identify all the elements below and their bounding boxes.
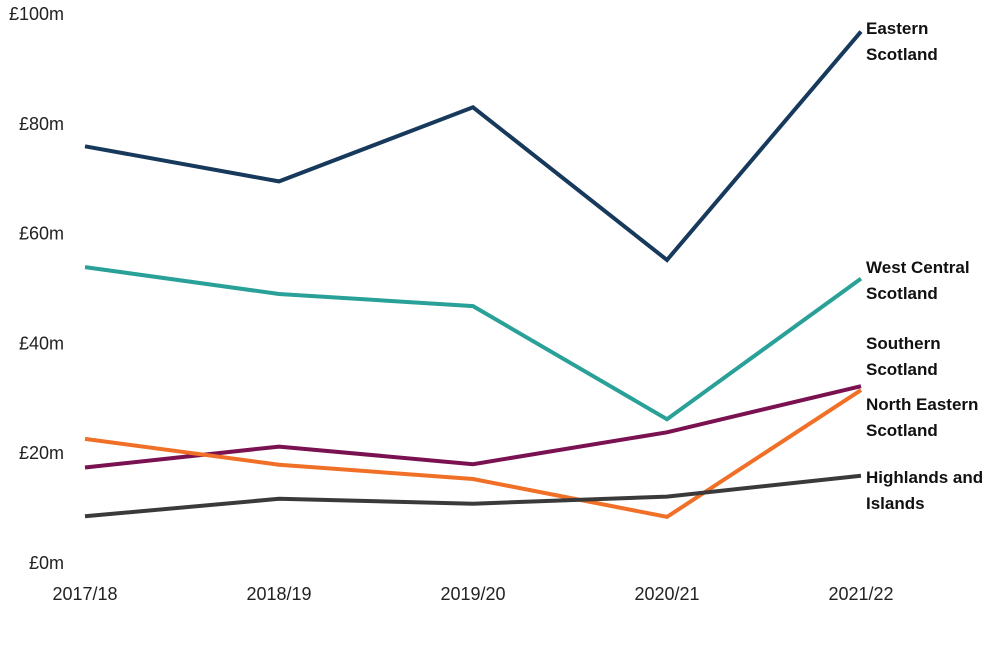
x-tick-label: 2019/20: [440, 584, 505, 604]
y-tick-label: £40m: [19, 333, 64, 353]
x-tick-label: 2020/21: [634, 584, 699, 604]
y-tick-label: £80m: [19, 114, 64, 134]
series-end-label: North Eastern Scotland: [866, 395, 978, 440]
x-tick-label: 2021/22: [828, 584, 893, 604]
series-line: [84, 473, 862, 519]
y-tick-label: £0m: [29, 553, 64, 573]
series-line: [84, 388, 863, 520]
series-end-label: Southern Scotland: [866, 334, 941, 379]
series-end-label: Highlands and Islands: [866, 468, 983, 513]
y-axis: £0m £20m £40m £60m £80m £100m: [9, 4, 64, 573]
series-line: [84, 384, 862, 470]
y-tick-label: £60m: [19, 224, 64, 244]
series-end-label: Eastern Scotland: [866, 19, 938, 64]
series-end-label: West Central Scotland: [866, 258, 970, 303]
series-line: [84, 265, 863, 422]
x-axis: 2017/18 2018/19 2019/20 2020/21 2021/22: [52, 584, 893, 604]
y-tick-label: £100m: [9, 4, 64, 24]
series-lines: [84, 30, 863, 520]
x-tick-label: 2017/18: [52, 584, 117, 604]
series-labels: Eastern Scotland West Central Scotland South…: [866, 19, 983, 513]
y-tick-label: £20m: [19, 443, 64, 463]
series-line: [84, 30, 863, 263]
x-tick-label: 2018/19: [246, 584, 311, 604]
